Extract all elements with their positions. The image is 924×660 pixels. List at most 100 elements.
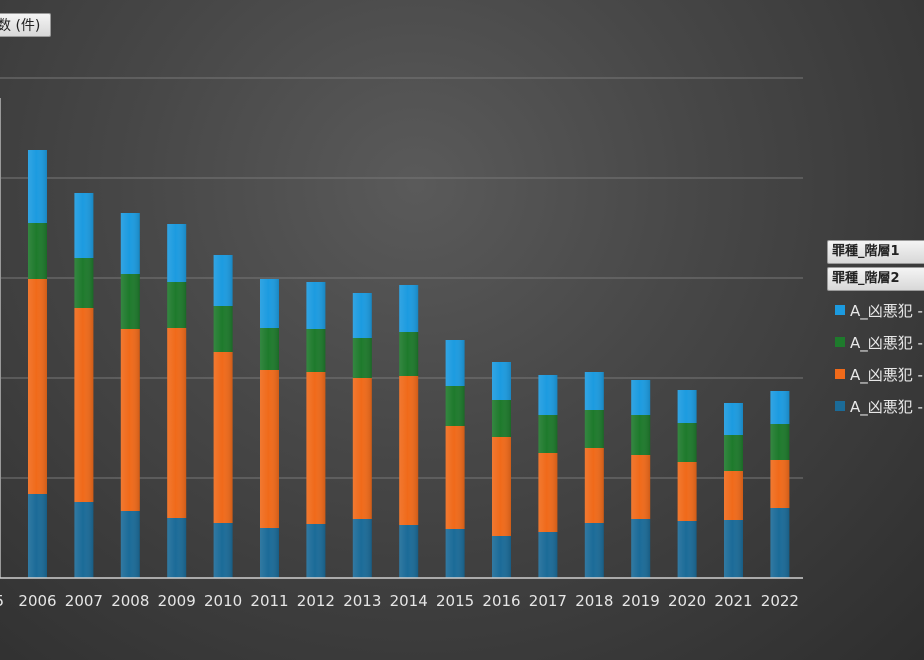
x-tick-label: 2008 [111,592,149,610]
bar-shade [352,378,372,519]
bar-shade [677,390,697,423]
bar-shade [631,519,651,578]
x-tick-labels: 5 2006 2007 2008 2009 2010 2011 2012 2013 2014 201… [0,592,799,610]
bar-shade [167,328,187,518]
bar-shade [677,462,697,521]
x-tick-label: 2006 [18,592,56,610]
bar-shade [399,376,419,525]
legend-item[interactable]: A_凶悪犯 - [827,358,924,390]
x-tick-label: 2017 [529,592,567,610]
bar-shade [770,424,790,460]
legend-swatch [835,369,845,379]
bar-shade [306,329,326,372]
legend-item-label: A_凶悪犯 - [850,301,923,320]
bar-shade [260,279,279,328]
bar-shade [631,455,651,519]
bar-shade [724,435,743,471]
bar-shade [28,150,47,223]
bar-shade [306,524,326,578]
x-tick-label: 2007 [65,592,103,610]
bar-shade [28,223,47,279]
x-tick-label: 2013 [343,592,381,610]
x-tick-label: 2019 [622,592,660,610]
bar-shade [213,306,233,352]
bar-shade [74,502,94,578]
legend-field-button-level1[interactable]: 罪種_階層1 [827,240,924,264]
legend-item-label: A_凶悪犯 - [850,333,923,352]
bar-shade [770,508,790,578]
legend: 罪種_階層1 罪種_階層2 A_凶悪犯 - A_凶悪犯 - A_凶悪犯 - A_… [827,240,924,422]
bar-shade [584,523,604,578]
bar-shade [538,375,558,415]
x-tick-label: 2016 [482,592,520,610]
bar-shade [399,525,419,578]
bar-shade [538,415,558,453]
legend-item-label: A_凶悪犯 - [850,397,923,416]
bar-shade [492,362,511,400]
bar-shade [213,352,233,523]
bar-shade [120,511,140,578]
bar-shade [770,391,790,424]
bar-shade [724,403,743,435]
bar-shade [445,426,465,529]
bar-shade [213,523,233,578]
bar-shade [770,460,790,508]
bar-shade [352,293,372,338]
x-tick-label: 2018 [575,592,613,610]
bar-shade [260,528,279,578]
bar-shade [306,282,326,329]
bar-shade [260,370,279,528]
x-tick-label: 2010 [204,592,242,610]
legend-item[interactable]: A_凶悪犯 - [827,326,924,358]
legend-field-button-level2[interactable]: 罪種_階層2 [827,267,924,291]
bar-shade [492,536,511,578]
bar-shade [352,338,372,378]
bar-shade [445,340,465,386]
x-tick-label: 2020 [668,592,706,610]
bar-shade [167,224,187,282]
bar-shade [399,285,419,332]
bar-shade [120,329,140,511]
x-tick-label: 2009 [158,592,196,610]
bar-shade [74,258,94,308]
legend-item[interactable]: A_凶悪犯 - [827,390,924,422]
x-tick-label: 2014 [390,592,428,610]
bar-shade [584,372,604,410]
bar-shade [584,410,604,448]
x-tick-label: 2021 [714,592,752,610]
x-tick-label-partial: 5 [0,592,4,610]
bar-shade [538,453,558,532]
bar-shade [538,532,558,578]
legend-swatch [835,305,845,315]
legend-item-label: A_凶悪犯 - [850,365,923,384]
x-tick-label: 2015 [436,592,474,610]
bar-shade [352,519,372,578]
bar-shade [492,400,511,437]
bar-shade [492,437,511,536]
x-tick-label: 2011 [250,592,288,610]
bar-shade [631,415,651,455]
bar-shade [260,328,279,370]
bar-series-group [28,150,790,578]
bar-shade [120,274,140,329]
bar-shade [28,494,47,578]
x-tick-label: 2022 [761,592,799,610]
bar-shade [28,279,47,494]
bar-shade [677,423,697,462]
bar-shade [74,308,94,502]
bar-shade [445,386,465,426]
bar-shade [120,213,140,274]
bar-shade [584,448,604,523]
bar-shade [74,193,94,258]
legend-swatch [835,337,845,347]
bar-shade [677,521,697,578]
legend-item[interactable]: A_凶悪犯 - [827,294,924,326]
bar-shade [445,529,465,578]
legend-swatch [835,401,845,411]
bar-shade [213,255,233,306]
bar-shade [167,518,187,578]
bar-shade [631,380,651,415]
y-axis-field-button[interactable]: 数 (件) [0,13,52,37]
bar-shade [724,471,743,520]
